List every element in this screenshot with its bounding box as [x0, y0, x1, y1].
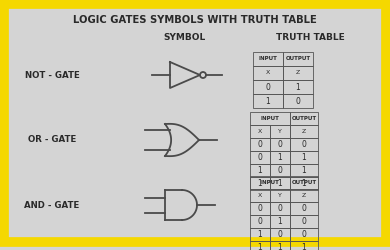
Text: X: X [258, 193, 262, 198]
Bar [270, 125, 290, 138]
Bar [253, 80, 283, 94]
Bar [290, 164, 318, 177]
Bar [250, 125, 270, 138]
Bar [290, 138, 318, 151]
Bar [250, 215, 270, 228]
Text: AND - GATE: AND - GATE [24, 200, 80, 209]
Bar [250, 241, 270, 250]
Bar [290, 151, 318, 164]
Text: 1: 1 [301, 166, 307, 175]
Text: 1: 1 [301, 243, 307, 250]
Text: OR - GATE: OR - GATE [28, 136, 76, 144]
Text: Z: Z [302, 129, 306, 134]
Text: 0: 0 [301, 230, 307, 239]
Bar [250, 228, 270, 241]
Bar [250, 176, 290, 189]
Text: SYMBOL: SYMBOL [164, 34, 206, 42]
Text: 0: 0 [257, 153, 262, 162]
Text: 0: 0 [301, 140, 307, 149]
Text: LOGIC GATES SYMBOLS WITH TRUTH TABLE: LOGIC GATES SYMBOLS WITH TRUTH TABLE [73, 15, 317, 25]
Bar [253, 66, 283, 80]
Text: X: X [258, 129, 262, 134]
Text: 0: 0 [296, 96, 300, 106]
Bar [250, 151, 270, 164]
Bar [270, 215, 290, 228]
Text: Y: Y [278, 193, 282, 198]
Bar [253, 94, 283, 108]
Bar [290, 228, 318, 241]
Bar [290, 189, 318, 202]
Text: 1: 1 [301, 179, 307, 188]
Text: Z: Z [302, 193, 306, 198]
Text: OUTPUT: OUTPUT [291, 116, 317, 121]
Bar [283, 66, 313, 80]
Text: INPUT: INPUT [261, 180, 280, 185]
Text: 1: 1 [278, 217, 282, 226]
Bar [270, 228, 290, 241]
Bar [290, 176, 318, 189]
Text: 1: 1 [258, 166, 262, 175]
Bar [250, 164, 270, 177]
Text: 1: 1 [258, 243, 262, 250]
Text: 1: 1 [258, 179, 262, 188]
Bar [283, 94, 313, 108]
Text: 0: 0 [278, 204, 282, 213]
Bar [270, 177, 290, 190]
Bar [270, 241, 290, 250]
Text: 1: 1 [301, 153, 307, 162]
Bar [283, 80, 313, 94]
Bar [250, 202, 270, 215]
Bar [290, 241, 318, 250]
Bar [250, 177, 270, 190]
Text: 1: 1 [278, 179, 282, 188]
Bar [270, 151, 290, 164]
Bar [290, 215, 318, 228]
Bar [270, 138, 290, 151]
Text: 0: 0 [257, 140, 262, 149]
Text: 0: 0 [278, 140, 282, 149]
Text: Z: Z [296, 70, 300, 76]
Text: 0: 0 [301, 204, 307, 213]
Text: Y: Y [278, 129, 282, 134]
Text: 1: 1 [266, 96, 270, 106]
Text: 0: 0 [266, 82, 270, 92]
Text: 1: 1 [258, 230, 262, 239]
Text: NOT - GATE: NOT - GATE [25, 70, 80, 80]
Bar [270, 189, 290, 202]
Text: 0: 0 [257, 204, 262, 213]
Text: 0: 0 [278, 230, 282, 239]
Text: INPUT: INPUT [259, 56, 277, 62]
Bar [250, 189, 270, 202]
Text: OUTPUT: OUTPUT [285, 56, 310, 62]
Bar [270, 202, 290, 215]
Text: 0: 0 [301, 217, 307, 226]
Text: OUTPUT: OUTPUT [291, 180, 317, 185]
Bar [253, 52, 283, 66]
Text: INPUT: INPUT [261, 116, 280, 121]
Bar [290, 112, 318, 125]
Bar [290, 125, 318, 138]
Bar [283, 52, 313, 66]
Text: TRUTH TABLE: TRUTH TABLE [276, 34, 344, 42]
Text: 0: 0 [278, 166, 282, 175]
Bar [250, 138, 270, 151]
Text: 1: 1 [296, 82, 300, 92]
Text: 1: 1 [278, 153, 282, 162]
Bar [290, 202, 318, 215]
Text: 1: 1 [278, 243, 282, 250]
Text: 0: 0 [257, 217, 262, 226]
Bar [290, 177, 318, 190]
Bar [250, 112, 290, 125]
Text: X: X [266, 70, 270, 76]
Bar [270, 164, 290, 177]
